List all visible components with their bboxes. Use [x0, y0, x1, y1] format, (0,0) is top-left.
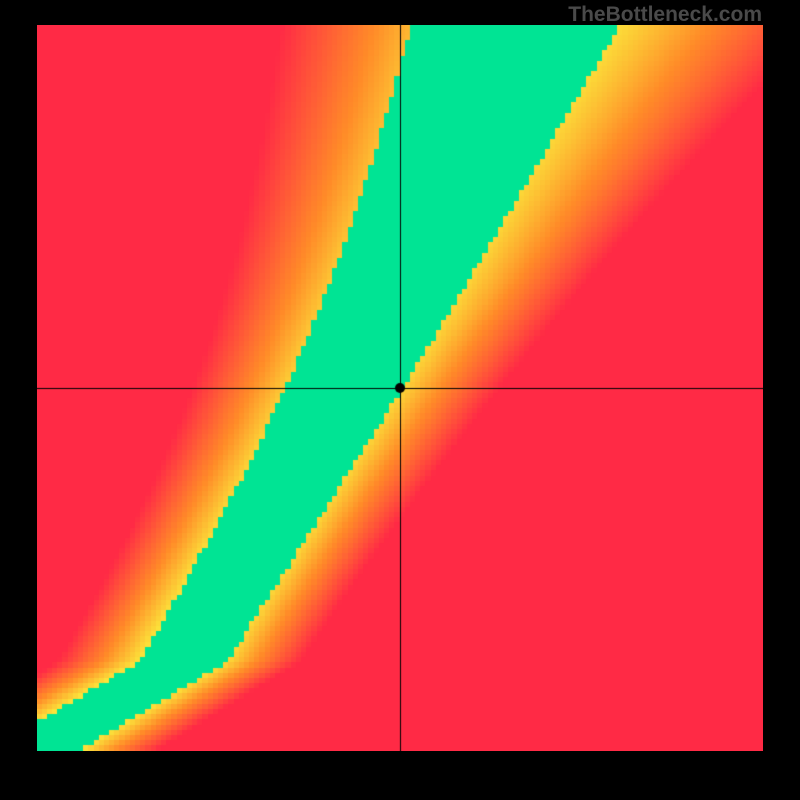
heatmap-canvas [37, 25, 763, 751]
watermark-text: TheBottleneck.com [568, 3, 762, 27]
chart-container: TheBottleneck.com [0, 0, 800, 800]
